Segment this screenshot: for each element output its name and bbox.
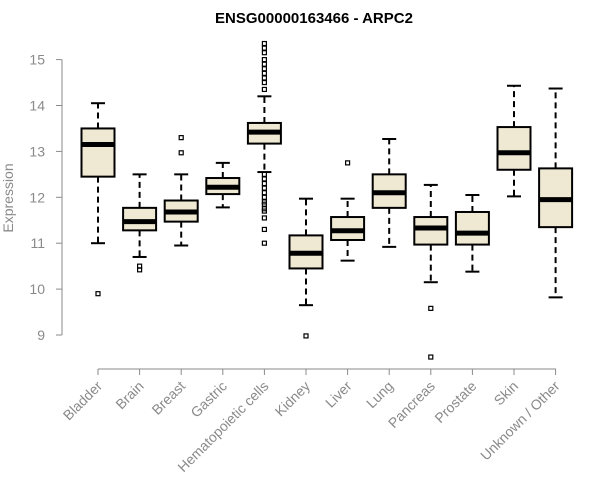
outlier-point: [178, 150, 184, 156]
outlier-point: [261, 86, 267, 93]
y-axis: 9 10 11 12 13 14 15: [29, 52, 63, 343]
box: [454, 210, 490, 246]
box-group: [122, 173, 158, 273]
y-tick-label: 14: [29, 98, 45, 114]
outlier-point: [261, 61, 267, 67]
outlier-point: [261, 208, 267, 214]
outlier-point: [261, 79, 267, 86]
x-tick-label: Lung: [363, 378, 396, 411]
outlier-point: [261, 40, 267, 47]
outlier-point: [95, 291, 101, 297]
outlier-point: [261, 194, 267, 200]
outlier-point: [261, 215, 267, 221]
box-group: [330, 160, 366, 262]
box-group: [205, 161, 241, 209]
outlier-point: [261, 240, 267, 246]
x-tick-label: Breast: [148, 378, 188, 418]
box-group: [413, 183, 449, 360]
outlier-point: [261, 190, 267, 196]
outlier-point: [428, 354, 434, 360]
box-group: [288, 197, 324, 339]
outlier-point: [261, 180, 267, 187]
outlier-point: [178, 135, 184, 141]
outlier-point: [261, 45, 267, 51]
box-group: [246, 40, 282, 246]
plot-area: [80, 40, 574, 360]
outlier-point: [261, 185, 267, 191]
box-group: [371, 138, 407, 248]
box-group: [163, 135, 199, 247]
x-tick-label: Liver: [322, 378, 355, 411]
chart-title: ENSG00000163466 - ARPC2: [215, 10, 413, 27]
outlier-point: [137, 267, 143, 273]
outlier-point: [261, 56, 267, 63]
x-tick-label: Bladder: [60, 378, 106, 424]
box: [413, 216, 449, 246]
outlier-point: [428, 305, 434, 311]
outlier-point: [261, 66, 267, 72]
y-tick-label: 10: [29, 281, 45, 297]
outlier-point: [345, 160, 351, 166]
x-tick-label: Prostate: [431, 378, 479, 426]
outlier-point: [261, 226, 267, 233]
box-group: [538, 87, 574, 299]
box-group: [80, 102, 116, 297]
x-tick-label: Unknown / Other: [477, 378, 563, 464]
y-tick-label: 12: [29, 189, 45, 205]
outlier-point: [261, 75, 267, 81]
y-axis-label: Expression: [0, 163, 16, 232]
x-tick-label: Skin: [491, 378, 522, 409]
box: [496, 126, 532, 171]
y-tick-label: 9: [37, 327, 45, 343]
y-tick-label: 13: [29, 143, 45, 159]
outlier-point: [303, 333, 309, 339]
box-group: [454, 194, 490, 273]
outlier-point: [261, 70, 267, 76]
y-tick-label: 11: [30, 235, 45, 251]
box: [80, 127, 116, 178]
y-tick-label: 15: [29, 52, 45, 68]
box-group: [496, 84, 532, 198]
outlier-point: [261, 176, 267, 182]
x-tick-label: Kidney: [272, 378, 314, 420]
box: [122, 206, 158, 232]
x-tick-label: Brain: [112, 378, 146, 412]
outlier-point: [261, 50, 267, 56]
